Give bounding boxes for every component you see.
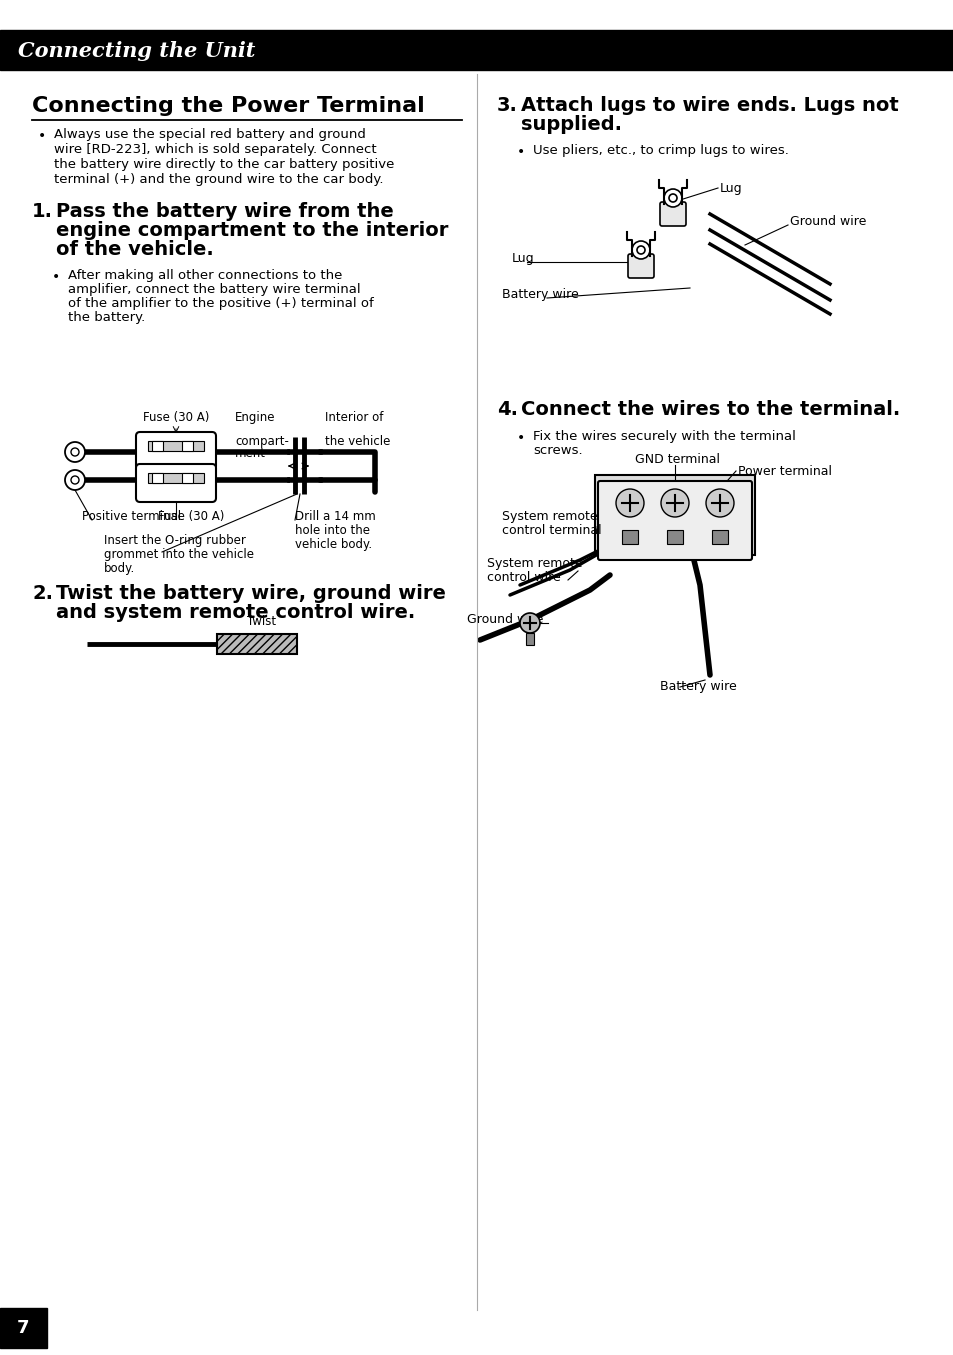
Circle shape (705, 489, 733, 518)
Text: grommet into the vehicle: grommet into the vehicle (104, 547, 253, 561)
Circle shape (65, 442, 85, 462)
Text: screws.: screws. (533, 444, 582, 458)
Text: Ground wire: Ground wire (789, 215, 865, 228)
Text: control terminal: control terminal (501, 524, 601, 537)
Circle shape (637, 247, 644, 253)
Text: System remote: System remote (501, 509, 597, 523)
FancyBboxPatch shape (627, 253, 654, 278)
Text: Battery wire: Battery wire (659, 680, 736, 692)
Bar (595, 476, 754, 556)
Text: terminal (+) and the ground wire to the car body.: terminal (+) and the ground wire to the … (54, 173, 383, 186)
Text: Fuse (30 A): Fuse (30 A) (158, 509, 224, 523)
Text: 7: 7 (17, 1318, 30, 1337)
Text: 2.: 2. (32, 584, 53, 603)
Text: Connecting the Unit: Connecting the Unit (18, 41, 255, 61)
Text: Twist: Twist (247, 615, 276, 627)
Text: Lug: Lug (720, 182, 741, 195)
Circle shape (660, 489, 688, 518)
Text: supplied.: supplied. (520, 115, 621, 134)
Text: 4.: 4. (497, 400, 517, 419)
Text: body.: body. (104, 562, 135, 575)
Bar (148, 440, 204, 451)
Circle shape (71, 476, 79, 484)
Text: control wire: control wire (486, 570, 560, 584)
Text: of the vehicle.: of the vehicle. (56, 240, 213, 259)
Text: 1.: 1. (32, 202, 53, 221)
Text: Connect the wires to the terminal.: Connect the wires to the terminal. (520, 400, 900, 419)
Circle shape (668, 194, 677, 202)
Circle shape (65, 470, 85, 491)
FancyBboxPatch shape (136, 432, 215, 470)
Bar (666, 530, 682, 543)
Circle shape (663, 188, 681, 207)
Bar (0, 1308, 47, 1348)
Text: hole into the: hole into the (294, 524, 370, 537)
Text: Engine: Engine (234, 411, 275, 424)
Bar (525, 633, 534, 645)
Text: wire [RD-223], which is sold separately. Connect: wire [RD-223], which is sold separately.… (54, 144, 376, 156)
Text: System remote: System remote (486, 557, 582, 570)
Text: Always use the special red battery and ground: Always use the special red battery and g… (54, 127, 366, 141)
Bar (182, 473, 193, 482)
Text: •: • (52, 270, 60, 285)
Text: vehicle body.: vehicle body. (294, 538, 372, 551)
Text: Interior of: Interior of (325, 411, 383, 424)
Text: Connecting the Power Terminal: Connecting the Power Terminal (32, 96, 424, 117)
Text: GND terminal: GND terminal (635, 453, 720, 466)
Text: the vehicle: the vehicle (325, 435, 390, 449)
Circle shape (519, 612, 539, 633)
Bar (711, 530, 727, 543)
Text: Drill a 14 mm: Drill a 14 mm (294, 509, 375, 523)
Text: Lug: Lug (512, 252, 534, 266)
Text: Twist the battery wire, ground wire: Twist the battery wire, ground wire (56, 584, 445, 603)
FancyBboxPatch shape (659, 202, 685, 226)
FancyBboxPatch shape (136, 463, 215, 501)
Bar (0, 30, 953, 70)
Text: •: • (517, 431, 525, 444)
Text: Pass the battery wire from the: Pass the battery wire from the (56, 202, 394, 221)
Text: of the amplifier to the positive (+) terminal of: of the amplifier to the positive (+) ter… (68, 297, 374, 310)
Text: Ground wire: Ground wire (467, 612, 543, 626)
Text: engine compartment to the interior: engine compartment to the interior (56, 221, 448, 240)
Text: •: • (38, 129, 46, 144)
Text: compart-: compart- (234, 435, 289, 449)
Bar (148, 473, 204, 482)
Circle shape (616, 489, 643, 518)
Text: the battery wire directly to the car battery positive: the battery wire directly to the car bat… (54, 159, 394, 171)
Text: Insert the O-ring rubber: Insert the O-ring rubber (104, 534, 246, 547)
Text: Use pliers, etc., to crimp lugs to wires.: Use pliers, etc., to crimp lugs to wires… (533, 144, 788, 157)
Text: Attach lugs to wire ends. Lugs not: Attach lugs to wire ends. Lugs not (520, 96, 898, 115)
Bar (621, 530, 638, 543)
FancyBboxPatch shape (598, 481, 751, 560)
Bar (152, 473, 163, 482)
Bar (216, 634, 296, 654)
Text: Battery wire: Battery wire (501, 289, 578, 301)
Text: Fix the wires securely with the terminal: Fix the wires securely with the terminal (533, 430, 795, 443)
Text: After making all other connections to the: After making all other connections to th… (68, 270, 342, 282)
Bar (182, 440, 193, 451)
Text: 3.: 3. (497, 96, 517, 115)
Bar (152, 440, 163, 451)
Text: Fuse (30 A): Fuse (30 A) (143, 411, 209, 424)
Text: ment: ment (234, 447, 266, 459)
Text: Power terminal: Power terminal (738, 465, 831, 478)
Circle shape (71, 449, 79, 457)
Text: •: • (517, 145, 525, 159)
Text: and system remote control wire.: and system remote control wire. (56, 603, 415, 622)
Circle shape (631, 241, 649, 259)
Text: the battery.: the battery. (68, 312, 145, 324)
Text: Positive terminal: Positive terminal (82, 509, 181, 523)
Text: amplifier, connect the battery wire terminal: amplifier, connect the battery wire term… (68, 283, 360, 295)
